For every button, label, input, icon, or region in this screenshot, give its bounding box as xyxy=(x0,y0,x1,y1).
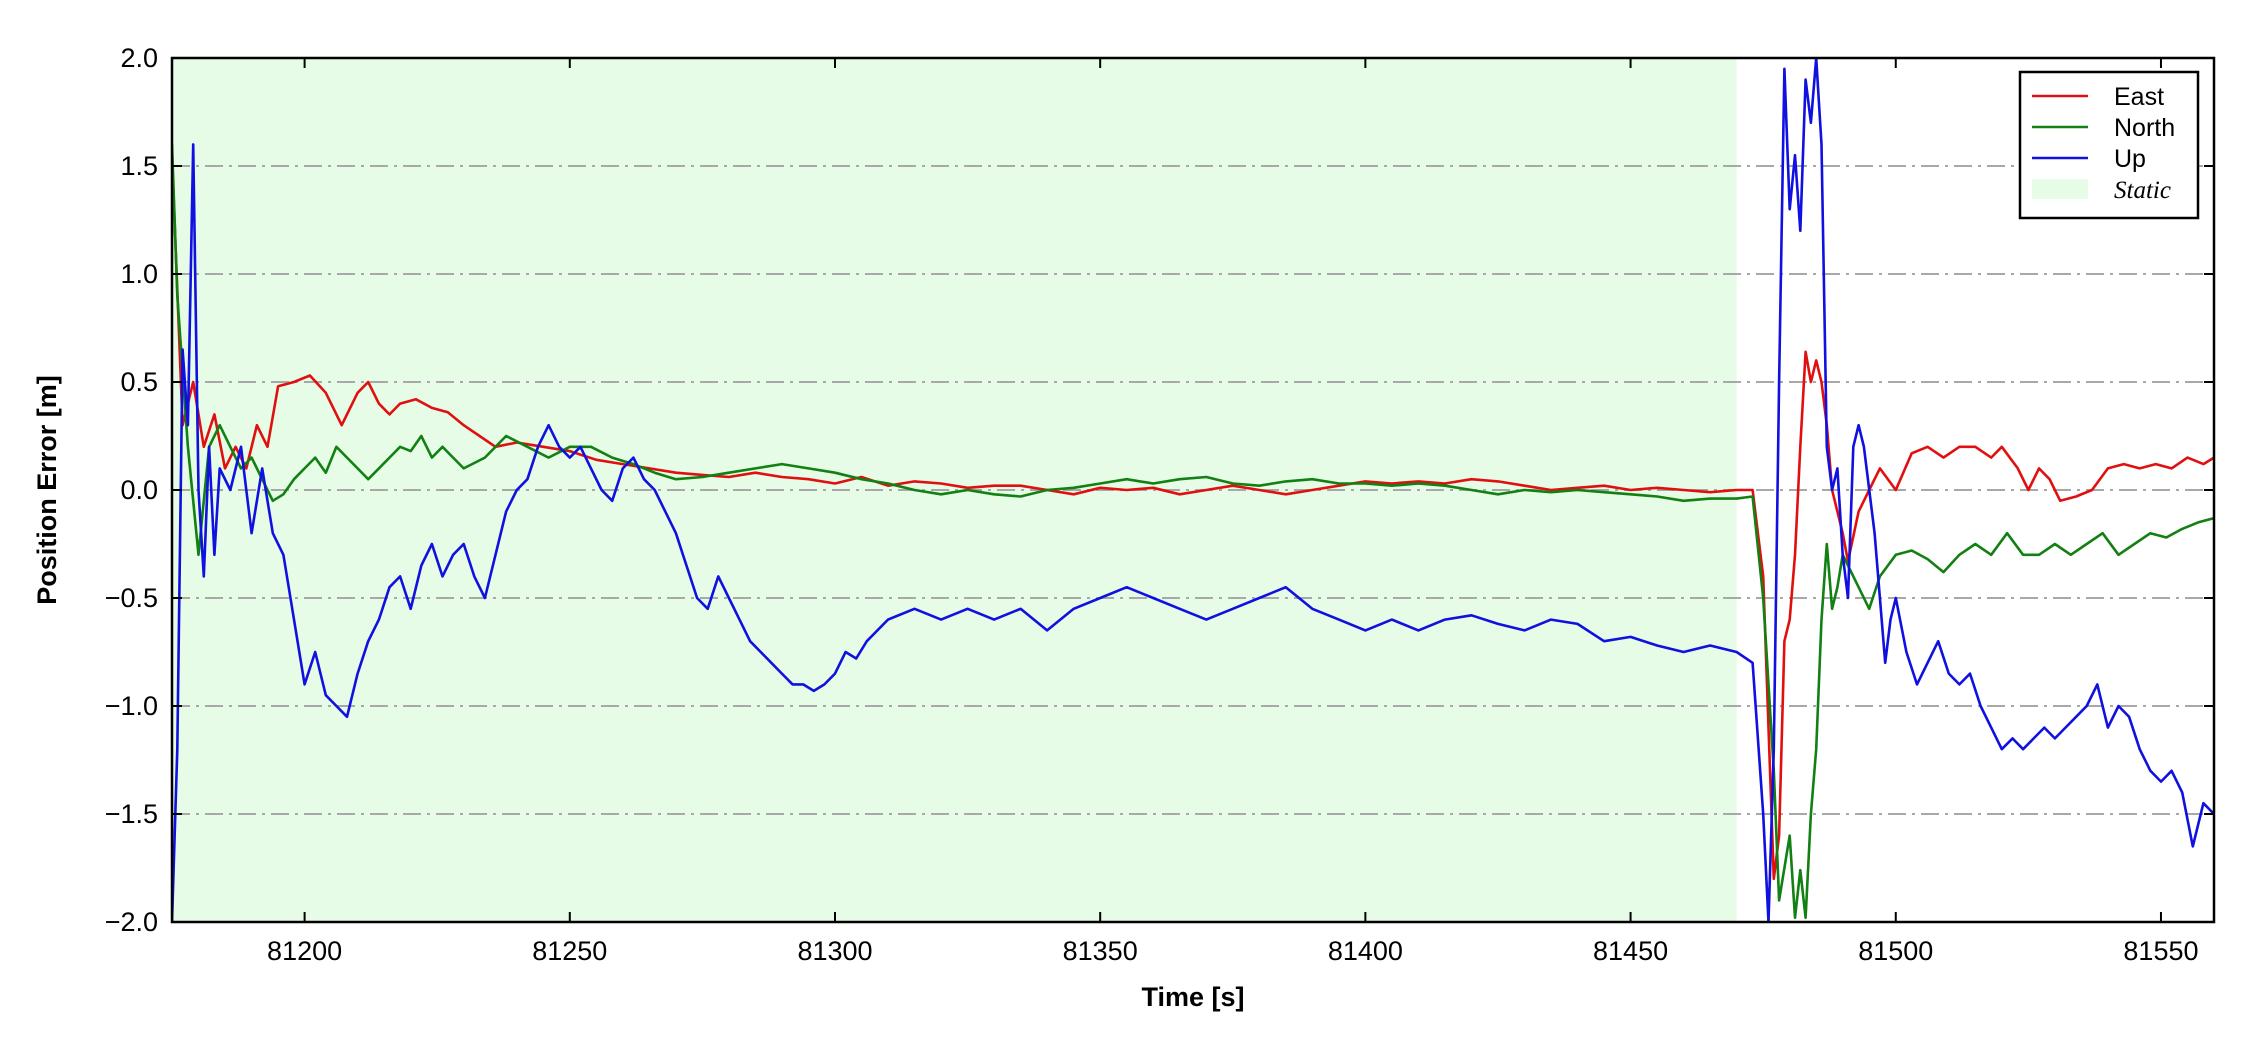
x-tick-label: 81500 xyxy=(1858,936,1933,966)
x-tick-label: 81200 xyxy=(267,936,342,966)
legend-label-up: Up xyxy=(2114,145,2146,173)
y-tick-label: −1.5 xyxy=(105,799,158,829)
series-line-north xyxy=(172,144,2214,919)
series-line-east xyxy=(172,155,2214,881)
y-tick-label: −2.0 xyxy=(105,907,158,937)
x-tick-label: 81250 xyxy=(532,936,607,966)
legend-label-static: Static xyxy=(2114,177,2171,204)
x-tick-label: 81350 xyxy=(1063,936,1138,966)
x-axis-label: Time [s] xyxy=(1141,982,1244,1012)
y-tick-label: 1.5 xyxy=(120,151,158,181)
series-line-up xyxy=(172,58,2214,922)
legend-swatch-static xyxy=(2032,179,2088,199)
x-tick-label: 81450 xyxy=(1593,936,1668,966)
legend-label-east: East xyxy=(2114,83,2164,111)
x-tick-label: 81400 xyxy=(1328,936,1403,966)
y-tick-label: −0.5 xyxy=(105,583,158,613)
y-tick-label: 2.0 xyxy=(120,43,158,73)
legend-label-north: North xyxy=(2114,114,2175,142)
y-tick-label: −1.0 xyxy=(105,691,158,721)
y-tick-label: 1.0 xyxy=(120,259,158,289)
x-tick-label: 81300 xyxy=(797,936,872,966)
y-axis-label: Position Error [m] xyxy=(32,375,62,605)
y-tick-label: 0.5 xyxy=(120,367,158,397)
legend: East North Up Static xyxy=(2018,70,2200,220)
x-tick-label: 81550 xyxy=(2123,936,2198,966)
y-tick-label: 0.0 xyxy=(120,475,158,505)
